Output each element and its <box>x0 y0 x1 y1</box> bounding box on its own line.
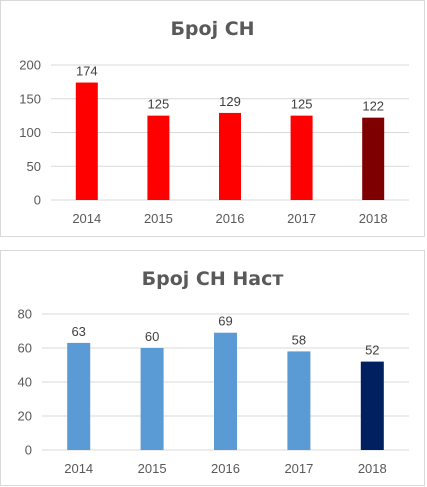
chart-title: Број СН <box>170 18 255 40</box>
x-tick-label: 2015 <box>144 211 173 226</box>
bar <box>360 361 384 450</box>
y-tick-label: 200 <box>19 58 41 73</box>
x-tick-label: 2014 <box>64 461 93 476</box>
chart-panel-broj-sn-nast: Број СН Наст 0 20 40 60 80 63 2014 60 2015 69 2016… <box>0 250 425 486</box>
data-label: 69 <box>218 314 232 329</box>
chart-panel-broj-sn: Број СН 0 50 100 150 200 174 2014 125 2015 129 201… <box>0 0 425 237</box>
x-tick-label: 2017 <box>287 211 316 226</box>
data-label: 63 <box>71 324 85 339</box>
x-tick-label: 2018 <box>358 461 387 476</box>
bar <box>362 117 385 200</box>
data-label: 122 <box>362 99 384 114</box>
data-label: 58 <box>292 332 306 347</box>
data-label: 125 <box>148 97 170 112</box>
chart-plot-area: 0 50 100 150 200 174 2014 125 2015 129 2016 125 2017… <box>19 58 409 226</box>
data-label: 174 <box>76 64 98 79</box>
bar <box>214 332 237 450</box>
x-tick-label: 2014 <box>72 211 101 226</box>
data-label: 125 <box>291 97 313 112</box>
x-tick-label: 2017 <box>284 461 313 476</box>
data-label: 52 <box>365 343 379 358</box>
y-tick-label: 0 <box>25 443 32 458</box>
y-tick-label: 0 <box>34 193 41 208</box>
x-tick-label: 2016 <box>211 461 240 476</box>
bar <box>290 115 313 200</box>
bar <box>75 82 98 200</box>
chart-plot-area: 0 20 40 60 80 63 2014 60 2015 69 2016 58 2017 52 2018 <box>18 307 409 476</box>
y-tick-label: 60 <box>18 341 32 356</box>
x-tick-label: 2015 <box>138 461 167 476</box>
x-tick-label: 2018 <box>359 211 388 226</box>
bar <box>147 115 170 200</box>
data-label: 60 <box>145 329 159 344</box>
y-tick-label: 50 <box>27 159 41 174</box>
y-tick-label: 40 <box>18 375 32 390</box>
data-label: 129 <box>219 94 241 109</box>
y-tick-label: 100 <box>19 125 41 140</box>
bar <box>67 342 91 450</box>
y-tick-label: 20 <box>18 409 32 424</box>
bar <box>140 348 164 450</box>
chart-title: Број СН Наст <box>141 268 284 290</box>
y-tick-label: 80 <box>18 307 32 322</box>
bar <box>219 112 241 200</box>
x-tick-label: 2016 <box>216 211 245 226</box>
y-tick-label: 150 <box>19 91 41 106</box>
bar <box>287 351 311 450</box>
